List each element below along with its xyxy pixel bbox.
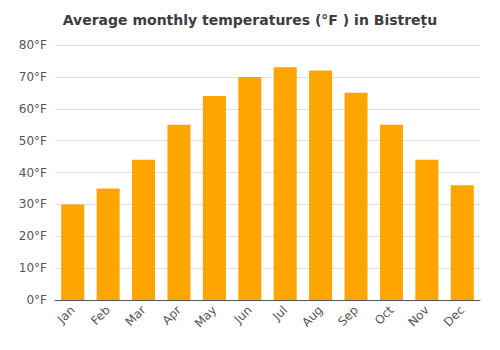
svg-text:May: May — [192, 303, 219, 330]
svg-text:Jun: Jun — [231, 303, 255, 327]
svg-text:Apr: Apr — [159, 303, 184, 328]
svg-text:Jul: Jul — [269, 303, 290, 324]
svg-text:Nov: Nov — [405, 303, 431, 329]
svg-text:50°F: 50°F — [19, 134, 47, 148]
svg-text:Aug: Aug — [299, 303, 325, 329]
svg-text:0°F: 0°F — [26, 293, 47, 307]
svg-text:40°F: 40°F — [19, 166, 47, 180]
svg-text:Dec: Dec — [441, 303, 467, 329]
svg-text:Feb: Feb — [88, 303, 113, 328]
svg-text:Average monthly temperatures (: Average monthly temperatures (°F ) in Bi… — [63, 12, 438, 29]
svg-text:20°F: 20°F — [19, 229, 47, 243]
svg-text:Jan: Jan — [54, 303, 78, 327]
svg-text:10°F: 10°F — [19, 261, 47, 275]
svg-text:Sep: Sep — [335, 303, 361, 329]
svg-text:70°F: 70°F — [19, 70, 47, 84]
svg-text:30°F: 30°F — [19, 197, 47, 211]
svg-text:60°F: 60°F — [19, 102, 47, 116]
svg-text:80°F: 80°F — [19, 38, 47, 52]
svg-text:Oct: Oct — [372, 303, 397, 328]
svg-text:Mar: Mar — [123, 303, 149, 329]
